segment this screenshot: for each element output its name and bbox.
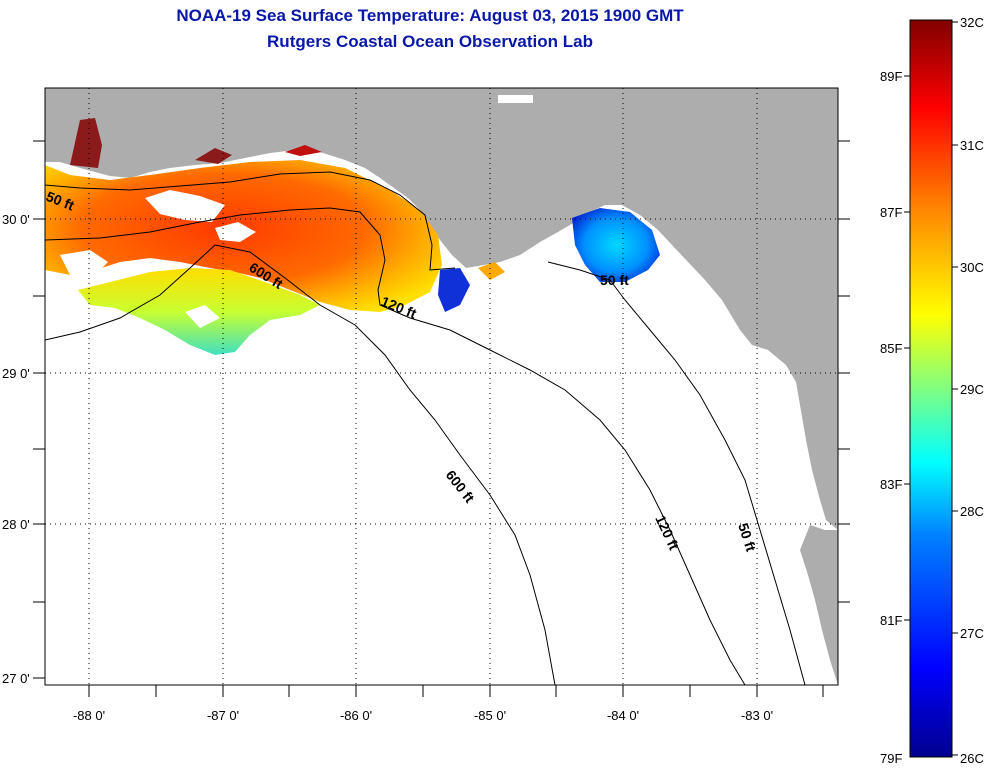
cloud-patch-2	[215, 222, 256, 242]
colorbar-c-26: 26C	[960, 751, 984, 766]
contour-50ft	[45, 171, 806, 685]
lat-label-27: 27 0'	[2, 671, 30, 686]
lon-ticks	[88, 685, 824, 697]
cloud-patch-4	[185, 305, 220, 328]
colorbar-f-85: 85F	[880, 341, 902, 356]
lat-label-29: 29 0'	[2, 366, 30, 381]
lat-label-28: 28 0'	[2, 517, 30, 532]
contour-120ft	[45, 207, 746, 685]
lon-label-87: -87 0'	[207, 708, 239, 723]
lon-label-84: -84 0'	[607, 708, 639, 723]
lat-ticks	[33, 140, 850, 679]
bay-choctaw	[285, 145, 322, 156]
colorbar-c-29: 29C	[960, 382, 984, 397]
bay-pensacola	[195, 148, 232, 164]
sst-apalachee-bay	[572, 208, 660, 282]
sst-cold-cape	[438, 268, 470, 312]
sst-small-patch	[478, 262, 505, 280]
colorbar-c-32: 32C	[960, 15, 984, 30]
map-subtitle: Rutgers Coastal Ocean Observation Lab	[267, 32, 593, 51]
bay-west	[70, 118, 102, 168]
lon-label-88: -88 0'	[73, 708, 105, 723]
lon-label-85: -85 0'	[474, 708, 506, 723]
colorbar	[909, 19, 953, 758]
colorbar-f-81: 81F	[880, 613, 902, 628]
map-frame	[44, 87, 839, 686]
lake-patch	[498, 95, 533, 103]
colorbar-f-87: 87F	[880, 205, 902, 220]
lat-label-30: 30 0'	[2, 212, 30, 227]
land-lower-florida	[800, 525, 838, 685]
colorbar-f-79: 79F	[880, 751, 902, 766]
map-title: NOAA-19 Sea Surface Temperature: August …	[176, 6, 684, 25]
lon-label-83: -83 0'	[741, 708, 773, 723]
colorbar-f-89: 89F	[880, 69, 902, 84]
contour-label-50-east: 50 ft	[600, 272, 629, 288]
land-florida	[45, 88, 838, 530]
colorbar-c-30: 30C	[960, 260, 984, 275]
cloud-patch-1	[145, 190, 225, 222]
colorbar-ticks	[904, 21, 958, 756]
colorbar-f-83: 83F	[880, 477, 902, 492]
colorbar-c-31: 31C	[960, 138, 984, 153]
colorbar-c-28: 28C	[960, 504, 984, 519]
graticule	[45, 88, 838, 685]
cloud-patch-3	[60, 250, 108, 275]
lon-label-86: -86 0'	[340, 708, 372, 723]
colorbar-c-27: 27C	[960, 626, 984, 641]
contour-600ft	[45, 244, 556, 685]
